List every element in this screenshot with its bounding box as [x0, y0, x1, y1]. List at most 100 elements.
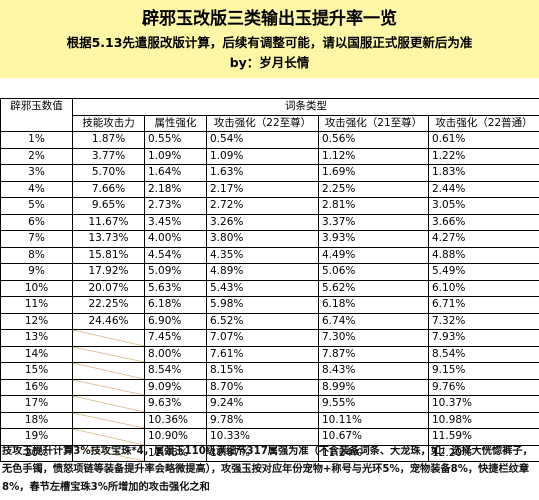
value-cell-atk22p: 4.88%	[427, 246, 539, 264]
data-table: 辟邪玉数值 词条类型 技能攻击力 属性强化 攻击强化（22至尊） 攻击强化（21…	[0, 98, 539, 462]
author-credit: by：岁月长情	[229, 55, 310, 70]
value-cell-atk21z: 11.24%	[318, 444, 429, 462]
value-cell-atk22p: 3.05%	[427, 197, 539, 215]
value-cell-atk22z: 7.61%	[206, 345, 319, 363]
value-cell-atk21z: 10.67%	[318, 428, 429, 446]
value-cell-skill: 24.46%	[72, 312, 145, 330]
value-cell-elem: 2.18%	[144, 180, 207, 198]
value-cell-atk22p: 12.20%	[427, 444, 539, 462]
level-cell: 17%	[0, 395, 73, 413]
value-cell-atk22z: 9.78%	[206, 411, 319, 429]
value-cell-atk21z: 10.11%	[318, 411, 429, 429]
value-cell-elem: 9.09%	[144, 378, 207, 396]
value-cell-atk22p: 8.54%	[427, 345, 539, 363]
level-cell: 18%	[0, 411, 73, 429]
value-cell-atk21z: 1.69%	[318, 164, 429, 182]
value-cell-elem: 6.18%	[144, 296, 207, 314]
level-header: 辟邪玉数值	[0, 98, 73, 132]
value-cell-elem: 5.09%	[144, 263, 207, 281]
table-row: 12% 24.46% 6.90% 6.52% 6.74% 7.32%	[0, 312, 539, 330]
value-cell-atk22z: 2.17%	[206, 180, 319, 198]
header-row-1: 辟邪玉数值 词条类型	[0, 98, 539, 132]
level-cell: 5%	[0, 197, 73, 215]
value-cell-elem: 4.54%	[144, 246, 207, 264]
group-header: 词条类型	[71, 98, 539, 116]
empty-cell	[72, 411, 145, 429]
value-cell-atk22z: 8.15%	[206, 362, 319, 380]
page-subtitle: 根据5.13先遣服改版计算，后续有调整可能，请以国服正式服更新后为准	[66, 35, 473, 50]
value-cell-atk22z: 9.24%	[206, 395, 319, 413]
level-cell: 14%	[0, 345, 73, 363]
value-cell-skill: 7.66%	[72, 180, 145, 198]
table-row: 2% 3.77% 1.09% 1.09% 1.12% 1.22%	[0, 147, 539, 165]
table-row: 9% 17.92% 5.09% 4.89% 5.06% 5.49%	[0, 263, 539, 281]
table-row: 20% 11.45% 10.87% 11.24% 12.20%	[0, 444, 539, 462]
value-cell-atk22p: 1.83%	[427, 164, 539, 182]
value-cell-atk22z: 0.54%	[206, 131, 319, 149]
column-header: 技能攻击力	[72, 114, 145, 132]
table-row: 7% 13.73% 4.00% 3.80% 3.93% 4.27%	[0, 230, 539, 248]
value-cell-atk22p: 0.61%	[427, 131, 539, 149]
value-cell-atk22z: 1.63%	[206, 164, 319, 182]
value-cell-elem: 10.36%	[144, 411, 207, 429]
value-cell-elem: 7.45%	[144, 329, 207, 347]
value-cell-atk22z: 4.89%	[206, 263, 319, 281]
page-title: 辟邪玉改版三类输出玉提升率一览	[142, 9, 397, 29]
value-cell-atk22p: 1.22%	[427, 147, 539, 165]
value-cell-skill: 17.92%	[72, 263, 145, 281]
empty-cell	[72, 345, 145, 363]
level-cell: 20%	[0, 444, 73, 462]
value-cell-atk21z: 3.93%	[318, 230, 429, 248]
footnote: 技攻玉提升计算3%技攻宝珠*4，属强玉110级满细节317属强为准（不含装备词条…	[2, 446, 533, 493]
value-cell-atk21z: 5.06%	[318, 263, 429, 281]
value-cell-atk22p: 10.37%	[427, 395, 539, 413]
value-cell-elem: 0.55%	[144, 131, 207, 149]
value-cell-atk21z: 3.37%	[318, 213, 429, 231]
column-header: 攻击强化（22至尊）	[206, 114, 319, 132]
value-cell-skill: 15.81%	[72, 246, 145, 264]
level-cell: 11%	[0, 296, 73, 314]
value-cell-atk21z: 5.62%	[318, 279, 429, 297]
empty-cell	[72, 329, 145, 347]
value-cell-atk21z: 1.12%	[318, 147, 429, 165]
title-block: 辟邪玉改版三类输出玉提升率一览 根据5.13先遣服改版计算，后续有调整可能，请以…	[0, 0, 539, 78]
value-cell-atk22z: 1.09%	[206, 147, 319, 165]
value-cell-elem: 9.63%	[144, 395, 207, 413]
value-cell-atk22p: 4.27%	[427, 230, 539, 248]
table-row: 6% 11.67% 3.45% 3.26% 3.37% 3.66%	[0, 213, 539, 231]
value-cell-skill: 20.07%	[72, 279, 145, 297]
value-cell-atk22z: 7.07%	[206, 329, 319, 347]
value-cell-atk21z: 2.25%	[318, 180, 429, 198]
table-row: 1% 1.87% 0.55% 0.54% 0.56% 0.61%	[0, 131, 539, 149]
value-cell-skill: 9.65%	[72, 197, 145, 215]
value-cell-atk22z: 3.80%	[206, 230, 319, 248]
level-cell: 8%	[0, 246, 73, 264]
value-cell-skill: 5.70%	[72, 164, 145, 182]
value-cell-elem: 1.64%	[144, 164, 207, 182]
value-cell-atk21z: 9.55%	[318, 395, 429, 413]
value-cell-elem: 8.54%	[144, 362, 207, 380]
value-cell-atk22z: 5.98%	[206, 296, 319, 314]
table-row: 14% 8.00% 7.61% 7.87% 8.54%	[0, 345, 539, 363]
value-cell-atk22z: 8.70%	[206, 378, 319, 396]
level-cell: 2%	[0, 147, 73, 165]
column-header: 攻击强化（22普通）	[427, 114, 539, 132]
level-cell: 3%	[0, 164, 73, 182]
value-cell-atk21z: 0.56%	[318, 131, 429, 149]
value-cell-atk22z: 3.26%	[206, 213, 319, 231]
value-cell-atk21z: 6.74%	[318, 312, 429, 330]
value-cell-atk22p: 6.10%	[427, 279, 539, 297]
value-cell-elem: 8.00%	[144, 345, 207, 363]
value-cell-atk22z: 6.52%	[206, 312, 319, 330]
empty-cell	[72, 378, 145, 396]
table-row: 4% 7.66% 2.18% 2.17% 2.25% 2.44%	[0, 180, 539, 198]
level-cell: 7%	[0, 230, 73, 248]
value-cell-atk21z: 7.87%	[318, 345, 429, 363]
value-cell-atk21z: 2.81%	[318, 197, 429, 215]
value-cell-skill: 11.67%	[72, 213, 145, 231]
level-cell: 15%	[0, 362, 73, 380]
level-cell: 6%	[0, 213, 73, 231]
value-cell-elem: 6.90%	[144, 312, 207, 330]
table-row: 3% 5.70% 1.64% 1.63% 1.69% 1.83%	[0, 164, 539, 182]
